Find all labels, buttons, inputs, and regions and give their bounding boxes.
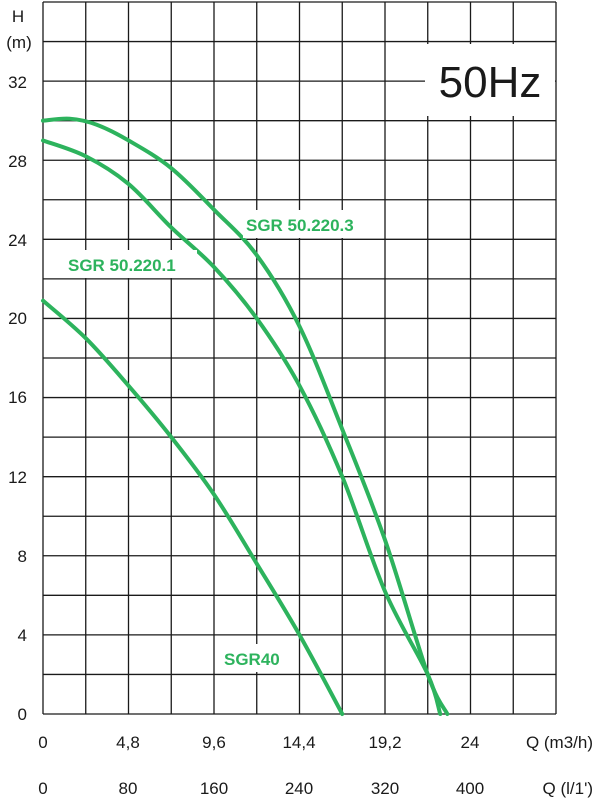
series-label-bg [65,250,197,278]
x-tick-label: 19,2 [368,733,401,752]
series-label-sgr-50-220-3: SGR 50.220.3 [246,216,354,235]
y-tick-label: 12 [8,468,27,487]
series-label-bg [221,644,295,672]
y-tick-label: 20 [8,309,27,328]
y-tick-label: 8 [18,547,27,566]
x-tick-label: 24 [461,733,480,752]
x-secondary-tick-label: 0 [38,779,47,798]
x-secondary-tick-label: 80 [119,779,138,798]
x-secondary-tick-label: 160 [200,779,228,798]
y-axis-unit: (m) [6,33,31,52]
frequency-label-box [425,44,555,116]
y-tick-labels: 0 4 8 12 16 20 24 28 32 [8,73,27,724]
x-secondary-tick-label: 240 [285,779,313,798]
series-label-bg [243,210,375,238]
series-label-sgr-50-220-1: SGR 50.220.1 [68,256,176,275]
y-tick-label: 24 [8,231,27,250]
y-tick-label: 4 [18,626,27,645]
y-tick-label: 0 [18,705,27,724]
y-axis-label: H [12,7,24,26]
x-tick-label: 9,6 [202,733,226,752]
x-tick-label: 4,8 [116,733,140,752]
frequency-label: 50Hz [439,58,542,107]
x-tick-labels: 0 4,8 9,6 14,4 19,2 24 [38,733,479,752]
chart-grid [42,1,557,715]
x-tick-label: 14,4 [282,733,315,752]
y-tick-label: 32 [8,73,27,92]
x-secondary-tick-label: 320 [371,779,399,798]
series-line-sgr40 [41,298,345,716]
x-secondary-tick-labels: 0 80 160 240 320 400 [38,779,484,798]
x-secondary-tick-label: 400 [456,779,484,798]
x-secondary-axis-label: Q (l/1') [543,779,593,798]
x-axis-label: Q (m3/h) [526,733,593,752]
x-tick-label: 0 [38,733,47,752]
y-tick-label: 16 [8,388,27,407]
chart-curves [41,116,450,716]
series-label-sgr40: SGR40 [224,650,280,669]
series-line-sgr-50-220-3 [41,116,450,716]
y-tick-label: 28 [8,152,27,171]
series-line-sgr-50-220-1 [41,138,443,716]
